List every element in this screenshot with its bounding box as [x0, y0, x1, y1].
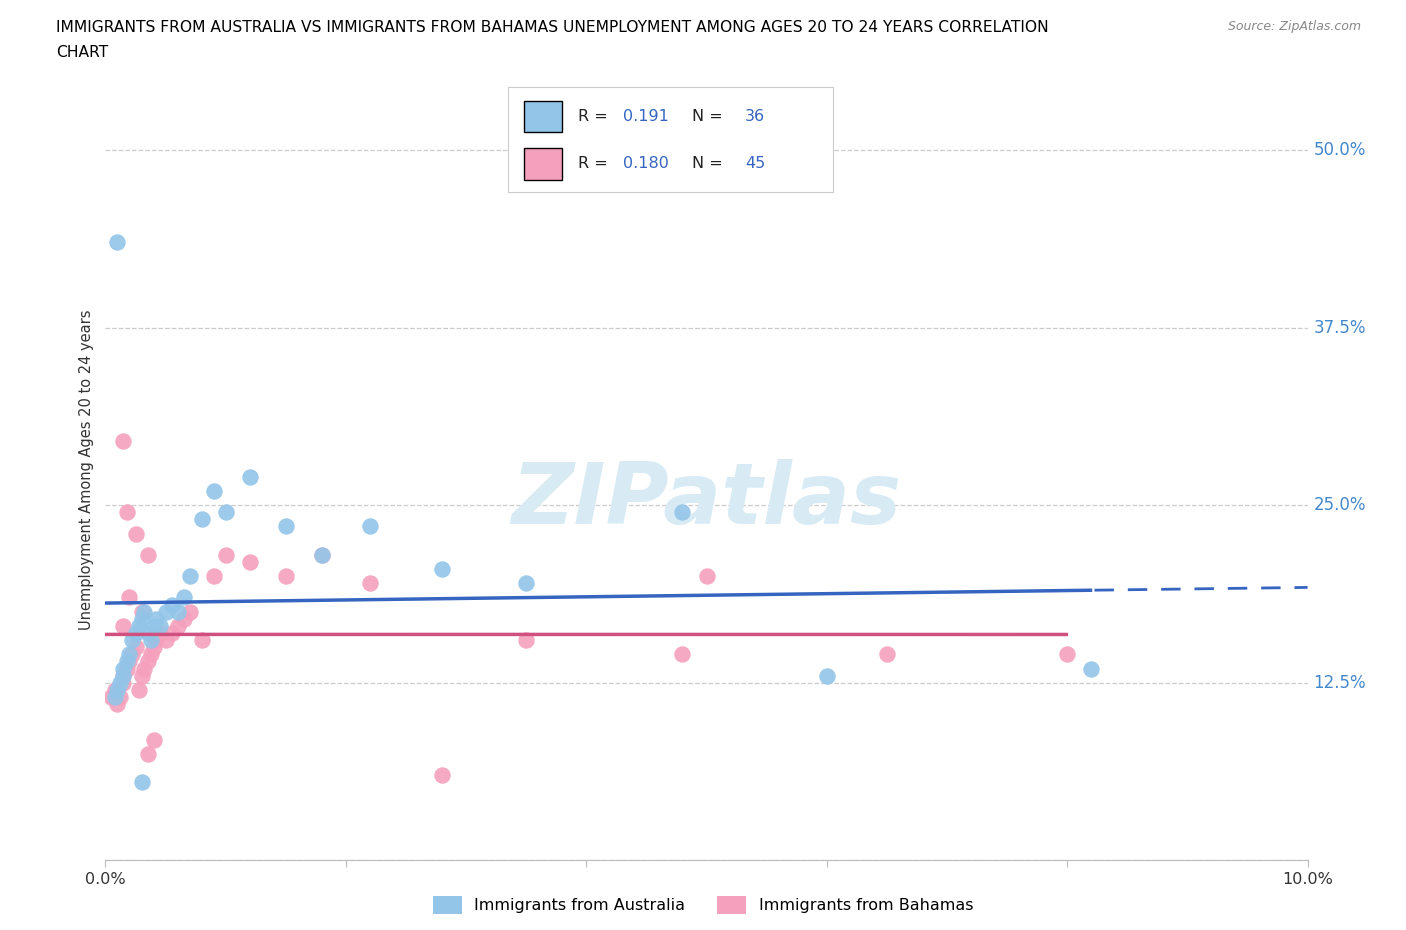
Point [671, 505, 693, 520]
Point [124, 640, 146, 655]
Point [136, 548, 159, 563]
Point [145, 611, 167, 626]
Point [131, 604, 153, 619]
Point [274, 569, 297, 584]
Point [430, 767, 453, 782]
Point [173, 590, 195, 604]
Point [104, 683, 127, 698]
Point [202, 484, 225, 498]
Point [515, 576, 537, 591]
Point [359, 519, 381, 534]
Point [115, 505, 138, 520]
Point [155, 604, 177, 619]
Point [190, 512, 212, 526]
Point [100, 689, 122, 704]
Point [239, 554, 262, 569]
Point [124, 526, 146, 541]
Point [173, 611, 195, 626]
Point [1080, 661, 1102, 676]
Point [202, 569, 225, 584]
Point [112, 675, 135, 690]
Point [115, 654, 138, 669]
Point [132, 661, 155, 676]
Text: 12.5%: 12.5% [1313, 673, 1367, 692]
Point [696, 569, 718, 584]
Point [142, 732, 165, 747]
Point [166, 618, 188, 633]
Point [214, 548, 236, 563]
Point [104, 689, 127, 704]
Point [108, 675, 131, 690]
Point [155, 632, 177, 647]
Point [274, 519, 297, 534]
Point [118, 590, 141, 604]
Point [430, 562, 453, 577]
Point [112, 618, 135, 633]
Point [876, 647, 898, 662]
Text: 37.5%: 37.5% [1313, 319, 1367, 337]
Point [112, 661, 135, 676]
Point [128, 683, 150, 698]
Point [142, 618, 165, 633]
Point [131, 668, 153, 683]
Point [124, 626, 146, 641]
Point [107, 697, 129, 711]
Point [671, 647, 693, 662]
Point [166, 604, 188, 619]
Point [118, 654, 141, 669]
Point [311, 548, 333, 563]
Point [359, 576, 381, 591]
Point [214, 505, 236, 520]
Point [145, 632, 167, 647]
Text: 50.0%: 50.0% [1313, 141, 1367, 159]
Point [139, 647, 162, 662]
Point [118, 647, 141, 662]
Point [311, 548, 333, 563]
Point [115, 661, 138, 676]
Legend: Immigrants from Australia, Immigrants from Bahamas: Immigrants from Australia, Immigrants fr… [426, 890, 980, 920]
Point [136, 746, 159, 761]
Point [179, 569, 201, 584]
Point [131, 611, 153, 626]
Point [239, 470, 262, 485]
Point [131, 775, 153, 790]
Point [121, 647, 143, 662]
Point [1056, 647, 1078, 662]
Point [132, 604, 155, 619]
Point [121, 632, 143, 647]
Point [148, 626, 170, 641]
Point [136, 654, 159, 669]
Y-axis label: Unemployment Among Ages 20 to 24 years: Unemployment Among Ages 20 to 24 years [79, 310, 94, 630]
Point [190, 632, 212, 647]
Text: Source: ZipAtlas.com: Source: ZipAtlas.com [1227, 20, 1361, 33]
Point [160, 626, 183, 641]
Point [815, 668, 838, 683]
Point [139, 632, 162, 647]
Point [515, 632, 537, 647]
Text: CHART: CHART [56, 45, 108, 60]
Point [179, 604, 201, 619]
Point [108, 689, 131, 704]
Point [128, 618, 150, 633]
Point [112, 668, 135, 683]
Point [148, 618, 170, 633]
Text: 25.0%: 25.0% [1313, 497, 1367, 514]
Point [160, 597, 183, 612]
Text: IMMIGRANTS FROM AUSTRALIA VS IMMIGRANTS FROM BAHAMAS UNEMPLOYMENT AMONG AGES 20 : IMMIGRANTS FROM AUSTRALIA VS IMMIGRANTS … [56, 20, 1049, 35]
Point [107, 235, 129, 250]
Text: ZIPatlas: ZIPatlas [512, 459, 901, 542]
Point [136, 626, 159, 641]
Point [142, 640, 165, 655]
Point [112, 433, 135, 448]
Point [107, 683, 129, 698]
Point [112, 668, 135, 683]
